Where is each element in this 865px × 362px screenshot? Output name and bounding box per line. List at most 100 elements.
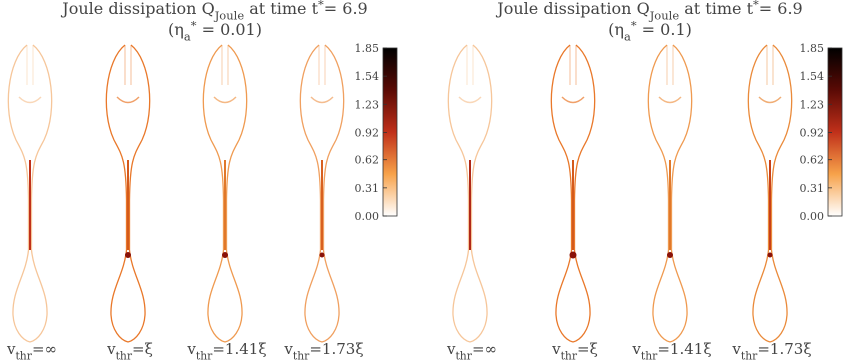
image-label-part: =1.73ξ [309, 340, 363, 358]
colorbar-tick-label: 0.31 [800, 182, 825, 195]
panel-title-part: Joule [214, 9, 245, 23]
image-label-part: =ξ [132, 340, 153, 358]
colorbar-tick-label: 1.23 [355, 98, 380, 111]
image-label-part: thr [641, 349, 658, 362]
image-label-part: v [631, 340, 641, 358]
colorbar-tick-label: 0.62 [800, 154, 825, 167]
filament-contour [321, 44, 345, 343]
hot-spot [222, 252, 228, 258]
filament-contour [572, 44, 596, 343]
colorbar-tick-label: 1.54 [800, 70, 825, 83]
panel-title: Joule dissipation QJoule at time t*= 6.9 [60, 0, 367, 23]
image-label-part: thr [561, 349, 578, 362]
colorbar-tick-label: 1.85 [800, 42, 825, 55]
filament-image [447, 44, 493, 343]
image-label-part: =∞ [32, 340, 57, 358]
image-label-part: v [731, 340, 741, 358]
colorbar-tick-label: 0.00 [800, 210, 825, 223]
image-label-part: v [551, 340, 561, 358]
image-label-part: thr [293, 349, 310, 362]
image-label: vthr=1.41ξ [186, 340, 266, 362]
image-label: vthr=ξ [106, 340, 153, 362]
colorbar-tick-label: 1.23 [800, 98, 825, 111]
hot-spot [569, 251, 577, 259]
filament-contour [447, 44, 471, 343]
filament-contour [224, 44, 248, 343]
panel-title-part: * [753, 0, 759, 11]
image-label-part: =1.41ξ [212, 340, 266, 358]
image-label-part: =1.73ξ [757, 340, 811, 358]
filament-arc [658, 96, 682, 104]
panel-subtitle-part: a [184, 30, 191, 44]
panel-title-part: = 6.9 [759, 0, 803, 18]
image-label: vthr=1.73ξ [283, 340, 363, 362]
colorbar-tick-label: 0.00 [355, 210, 380, 223]
hot-spot [767, 252, 773, 258]
filament-contour [7, 44, 31, 343]
filament-arc [310, 96, 334, 104]
filament-arc [213, 96, 237, 104]
image-label-part: v [6, 340, 16, 358]
image-label: vthr=1.73ξ [731, 340, 811, 362]
filament-arc [18, 96, 42, 104]
image-label-part: v [186, 340, 196, 358]
filament-arc [116, 96, 140, 104]
panel-subtitle-part: a [624, 30, 631, 44]
colorbar-tick-label: 0.92 [800, 126, 825, 139]
panel-subtitle-part: = 0.01) [197, 20, 262, 39]
image-label-part: v [446, 340, 456, 358]
filament-image [7, 44, 53, 343]
panel-title-part: Joule dissipation Q [60, 0, 214, 18]
filament-contour [127, 44, 151, 343]
filament-image [550, 44, 596, 343]
panel-subtitle-part: (η [168, 20, 184, 39]
filament-image [202, 44, 248, 343]
filament-contour [29, 44, 53, 343]
filament-arc [561, 96, 585, 104]
image-label-part: =ξ [577, 340, 598, 358]
panel-title: Joule dissipation QJoule at time t*= 6.9 [495, 0, 802, 23]
image-label: vthr=∞ [446, 340, 497, 362]
image-label: vthr=ξ [551, 340, 598, 362]
filament-image [299, 44, 345, 343]
panel-title-part: at time t [679, 0, 753, 18]
filament-contour [299, 44, 323, 343]
image-label: vthr=∞ [6, 340, 57, 362]
panel-subtitle: (ηa* = 0.1) [608, 18, 692, 43]
panel-title-part: Joule [649, 9, 680, 23]
colorbar-tick-label: 0.31 [355, 182, 380, 195]
image-label-part: thr [455, 349, 472, 362]
filament-contour [105, 44, 129, 343]
image-label: vthr=1.41ξ [631, 340, 711, 362]
hot-spot [125, 252, 131, 258]
filament-image [747, 44, 793, 343]
colorbar-tick-label: 1.85 [355, 42, 380, 55]
image-label-part: thr [741, 349, 758, 362]
panel-subtitle: (ηa* = 0.01) [168, 18, 262, 43]
filament-contour [769, 44, 793, 343]
filament-contour [202, 44, 226, 343]
panel-subtitle-part: (η [608, 20, 624, 39]
panel-title-part: Joule dissipation Q [495, 0, 649, 18]
image-label-part: =∞ [472, 340, 497, 358]
image-label-part: =1.41ξ [657, 340, 711, 358]
hot-spot [319, 252, 325, 258]
filament-arc [458, 96, 482, 104]
filament-contour [550, 44, 574, 343]
image-label-part: thr [15, 349, 32, 362]
filament-contour [469, 44, 493, 343]
image-label-part: thr [196, 349, 213, 362]
panel-subtitle-part: * [191, 18, 197, 32]
colorbar-tick-label: 0.62 [355, 154, 380, 167]
image-label-part: thr [116, 349, 133, 362]
colorbar-tick-label: 1.54 [355, 70, 380, 83]
image-label-part: v [283, 340, 293, 358]
filament-contour [647, 44, 671, 343]
panel-title-part: at time t [244, 0, 318, 18]
colorbar-tick-label: 0.92 [355, 126, 380, 139]
filament-image [647, 44, 693, 343]
colorbar [382, 47, 398, 217]
panel-subtitle-part: * [631, 18, 637, 32]
colorbar [827, 47, 843, 217]
panel-title-part: * [318, 0, 324, 11]
